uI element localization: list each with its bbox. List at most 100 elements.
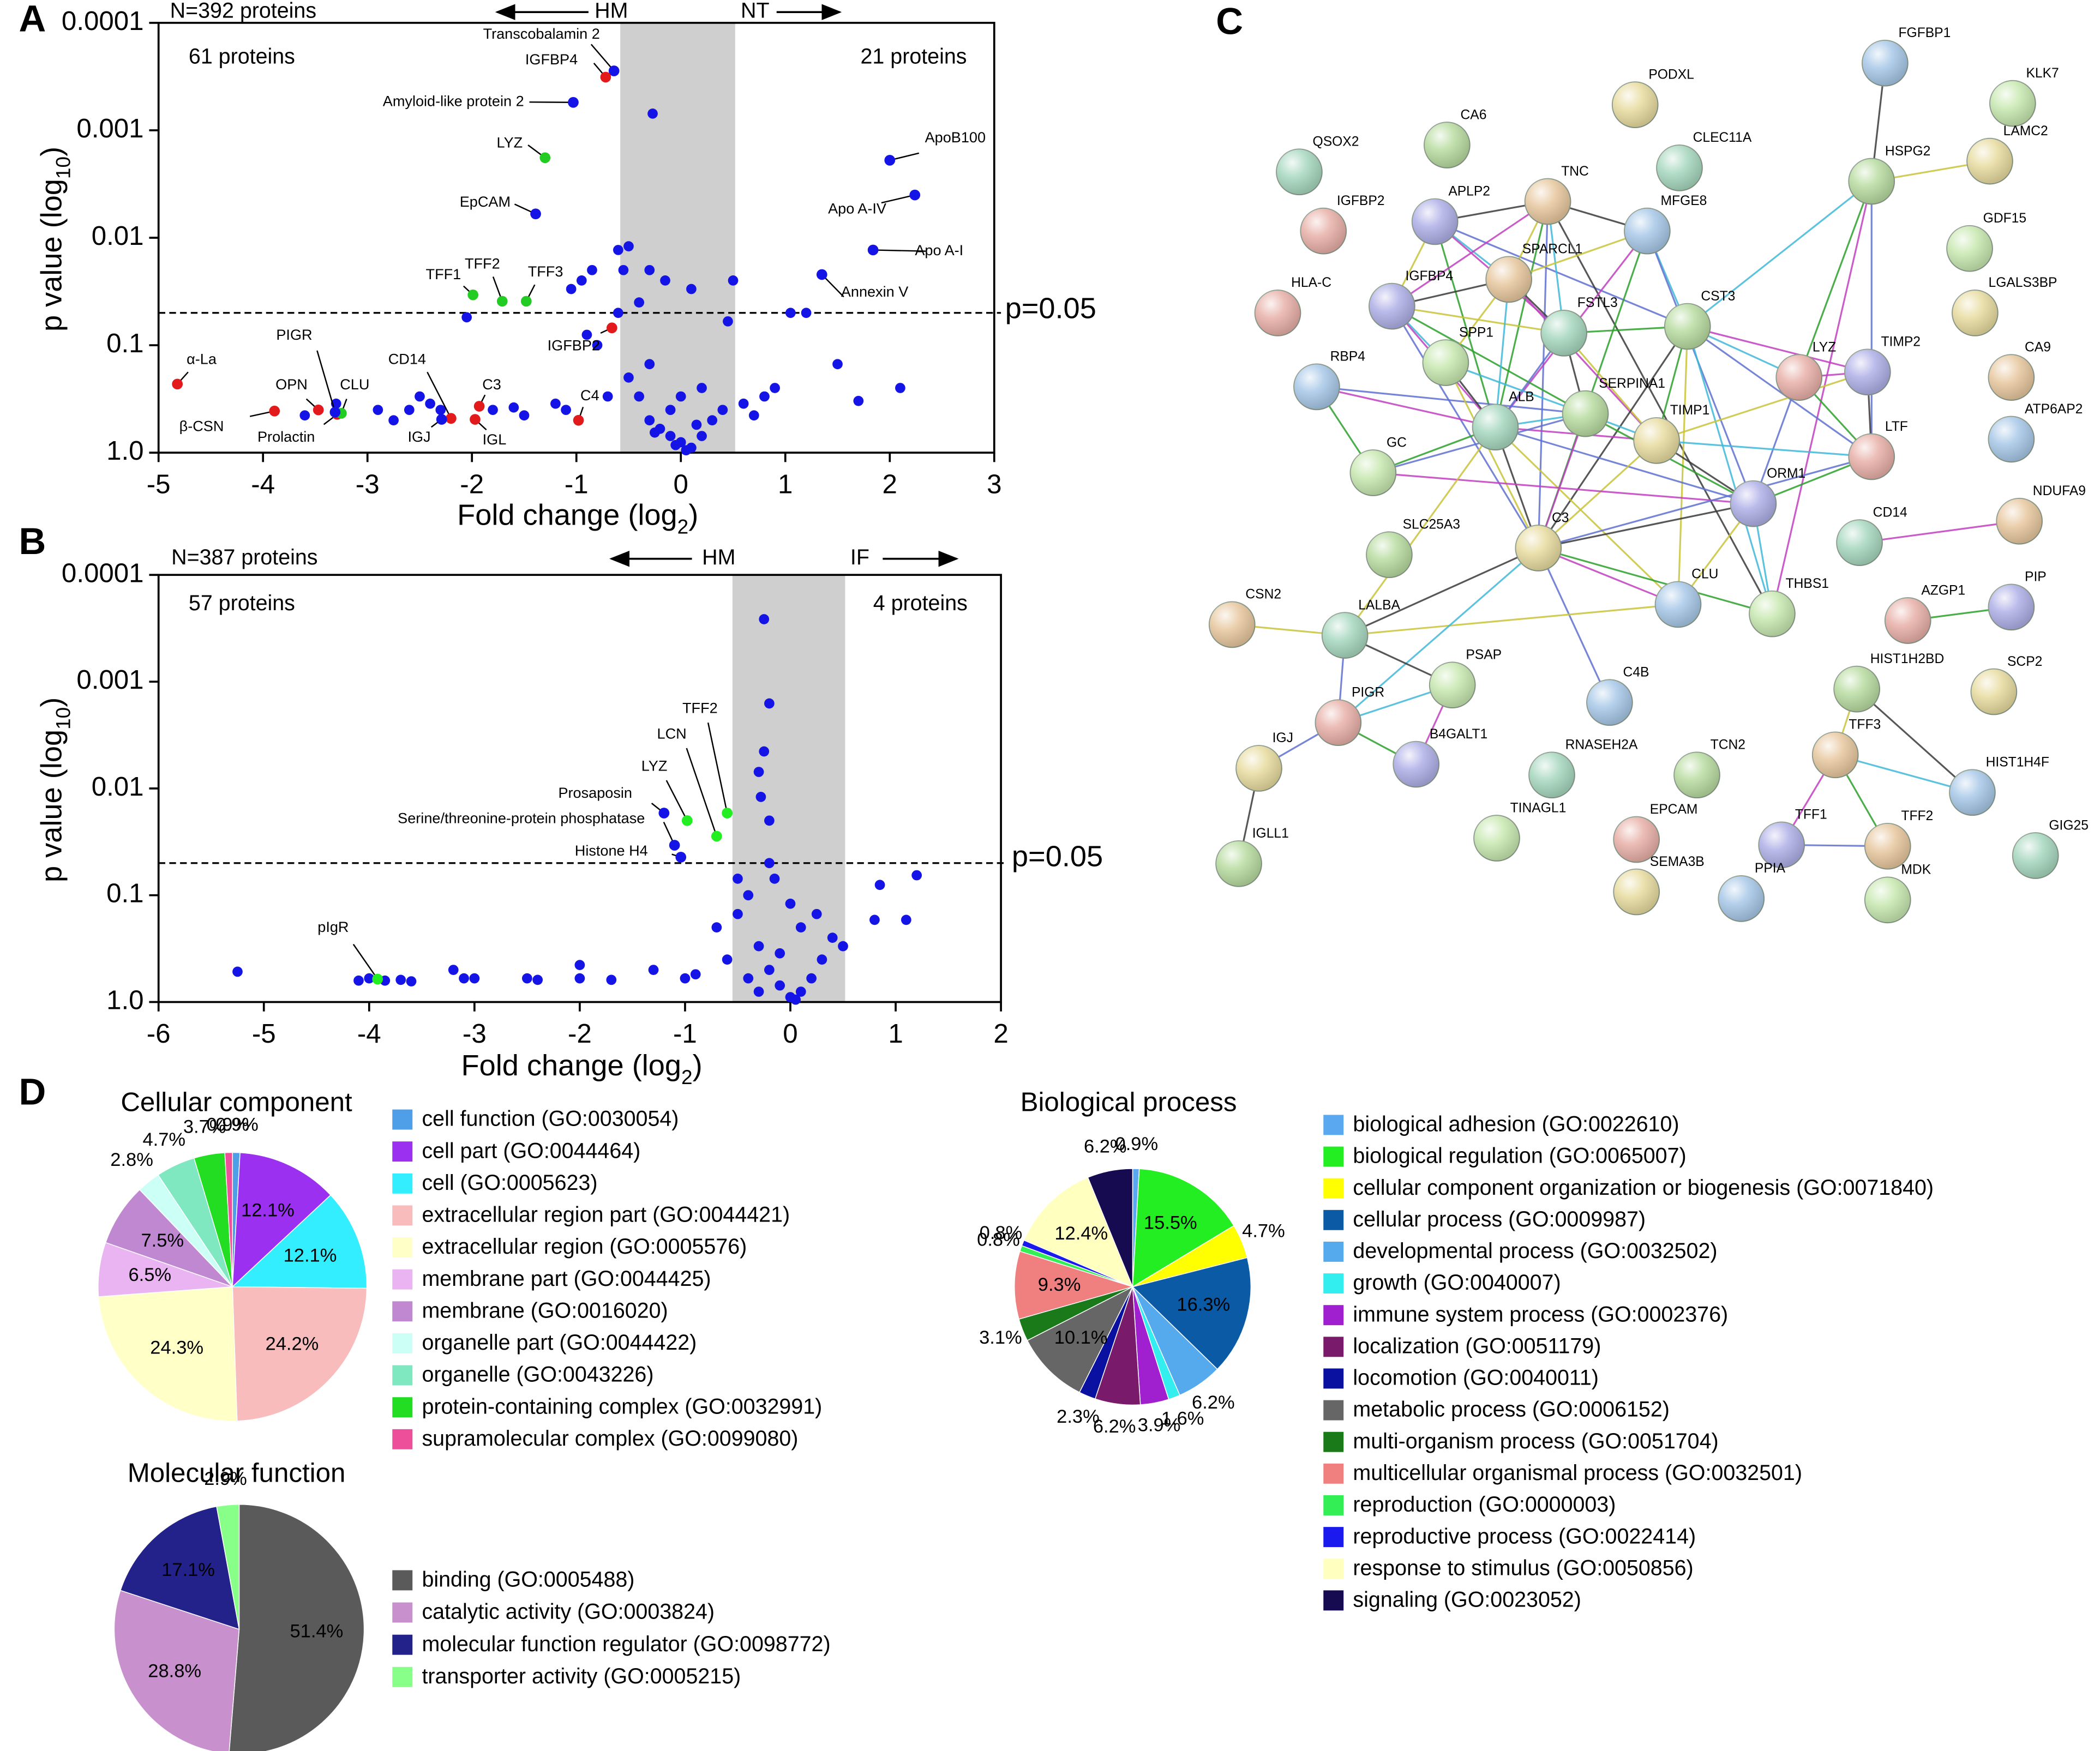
network-edge: [1373, 472, 1754, 505]
node-shine: [1350, 450, 1396, 496]
data-point: [790, 994, 801, 1005]
pie-slice: [113, 1590, 240, 1751]
node-shine: [1236, 745, 1282, 791]
network-edge: [1391, 201, 1549, 307]
data-point: [566, 284, 577, 294]
labeled-point: [530, 208, 541, 220]
node-label: LAMC2: [2003, 124, 2048, 139]
legend-swatch: [1323, 1495, 1344, 1515]
node-shine: [1486, 256, 1532, 303]
pie-slice: [98, 1286, 238, 1422]
slice-label: 17.1%: [161, 1560, 215, 1580]
leader-line: [590, 44, 615, 71]
legend-label: membrane part (GO:0044425): [422, 1267, 711, 1291]
point-label: Transcobalamin 2: [483, 25, 600, 42]
slice-label: 4.7%: [143, 1129, 186, 1150]
network-edge: [1435, 220, 1688, 328]
network-edge: [1835, 754, 1973, 793]
node-label: PIP: [2025, 570, 2047, 585]
node-shine: [1424, 122, 1470, 168]
legend-label: growth (GO:0040007): [1353, 1271, 1561, 1295]
data-point: [435, 405, 446, 416]
node-shine: [1885, 598, 1931, 643]
data-point: [576, 275, 587, 286]
y-tick-label: 0.001: [76, 113, 143, 143]
data-point: [722, 954, 733, 965]
slice-label: 2.3%: [1057, 1406, 1100, 1427]
slice-label: 0.8%: [977, 1229, 1020, 1250]
pie-slice: [1027, 1286, 1134, 1393]
slice-label: 6.5%: [128, 1265, 171, 1285]
data-point: [660, 275, 670, 286]
data-point: [901, 914, 911, 925]
pie-slice: [105, 1189, 233, 1287]
node-label: QSOX2: [1313, 135, 1359, 149]
legend-label: localization (GO:0051179): [1353, 1334, 1601, 1358]
y-axis-title: p value (log10): [35, 147, 75, 332]
node-label: SPP1: [1459, 325, 1493, 340]
data-point: [759, 391, 770, 402]
network-edge: [1547, 201, 1773, 615]
data-point: [561, 405, 571, 416]
data-point: [770, 383, 780, 393]
data-point: [743, 890, 754, 901]
legend-label: organelle part (GO:0044422): [422, 1331, 697, 1355]
node-label: PPIA: [1755, 861, 1786, 876]
node-shine: [1988, 584, 2035, 630]
neutral-band: [732, 575, 845, 1002]
node-label: NDUFA9: [2033, 484, 2086, 498]
point-label: Apo A-IV: [828, 200, 886, 216]
x-tick-label: 2: [883, 470, 897, 500]
data-point: [801, 308, 812, 318]
point-label: C4: [580, 387, 599, 404]
network-edge: [1391, 305, 1586, 415]
node-label: TCN2: [1711, 738, 1745, 753]
point-label: TFF2: [682, 700, 718, 717]
node-shine: [1812, 732, 1858, 778]
point-label: Prolactin: [257, 428, 315, 445]
data-point: [874, 880, 885, 890]
point-label: CLU: [340, 376, 369, 393]
point-label: LYZ: [641, 757, 668, 774]
node-label: CA9: [2025, 340, 2051, 354]
node-shine: [1657, 145, 1702, 191]
data-point: [665, 431, 676, 441]
node-shine: [1294, 364, 1340, 410]
y-tick-label: 1.0: [106, 436, 143, 466]
node-label: HIST1H4F: [1986, 755, 2049, 770]
node-shine: [1947, 225, 1993, 272]
network-edge: [1494, 201, 1549, 428]
node-shine: [1989, 80, 2036, 127]
legend-label: immune system process (GO:0002376): [1353, 1302, 1728, 1326]
data-point: [675, 391, 686, 402]
x-axis-title: Fold change (log2): [457, 499, 698, 538]
y-axis-title-part: 10: [52, 157, 75, 179]
pie-slice: [224, 1152, 233, 1287]
node-label: SCP2: [2007, 654, 2042, 669]
point-label: α-La: [187, 350, 217, 367]
point-label: LYZ: [497, 134, 523, 151]
node-shine: [1849, 434, 1895, 480]
node-shine: [1655, 581, 1701, 628]
data-point: [644, 264, 655, 275]
labeled-point: [313, 404, 324, 416]
network-edge: [1656, 371, 1868, 442]
network-edge: [1344, 426, 1496, 636]
point-label: Annexin V: [841, 283, 908, 300]
legend-label: membrane (GO:0016020): [422, 1298, 668, 1322]
leader-line: [427, 371, 452, 419]
labeled-point: [816, 269, 827, 280]
y-tick-label: 1.0: [106, 985, 143, 1015]
node-shine: [1300, 208, 1347, 254]
slice-label: 9.3%: [1038, 1274, 1081, 1295]
network-edge: [1856, 688, 1973, 793]
y-axis-title: p value (log10): [35, 697, 75, 882]
pie-slice: [119, 1506, 240, 1630]
leader-line: [665, 780, 688, 821]
node-label: PODXL: [1648, 67, 1694, 82]
slice-label: 24.2%: [266, 1334, 319, 1355]
x-tick-label: -3: [463, 1019, 487, 1049]
legend-label: cell function (GO:0030054): [422, 1107, 679, 1131]
legend-label: multi-organism process (GO:0051704): [1353, 1429, 1718, 1453]
node-label: TNC: [1561, 164, 1589, 179]
